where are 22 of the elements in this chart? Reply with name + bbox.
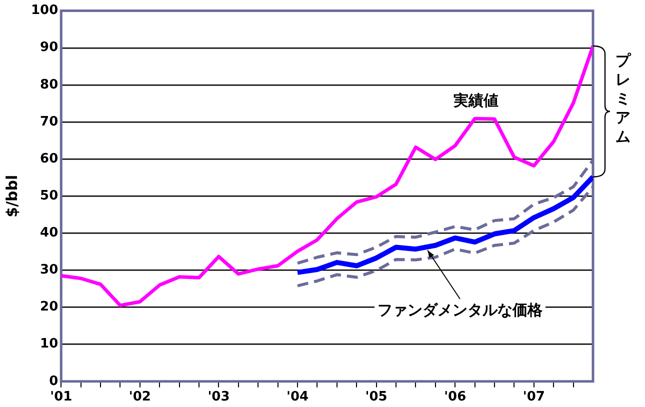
y-tick-label: 30 [40,262,58,278]
y-tick-label: 50 [40,188,58,204]
y-axis-title: $/bbl [2,174,21,218]
y-tick-label: 40 [40,226,58,241]
x-tick-label: '02 [128,390,151,405]
annotation: 実績値 [452,91,498,110]
y-tick-label: 80 [40,77,58,92]
text: プレミアム [616,52,632,146]
x-tick-label: '04 [286,390,309,405]
x-tick-label: '07 [522,390,545,405]
y-tick-label: 70 [40,114,58,130]
y-tick-label: 20 [40,300,58,315]
x-tick-label: '05 [365,390,388,405]
x-tick-label: '06 [444,390,466,405]
annotation: ファンダメンタルな価格 [378,300,544,319]
y-tick-label: 10 [40,336,58,352]
y-tick-label: 60 [40,151,58,166]
x-tick-label: '03 [208,390,230,405]
y-tick-label: 90 [40,40,58,56]
y-tick-label: 100 [30,3,58,18]
x-tick-label: '01 [50,390,72,405]
y-tick-label: 0 [49,374,58,389]
